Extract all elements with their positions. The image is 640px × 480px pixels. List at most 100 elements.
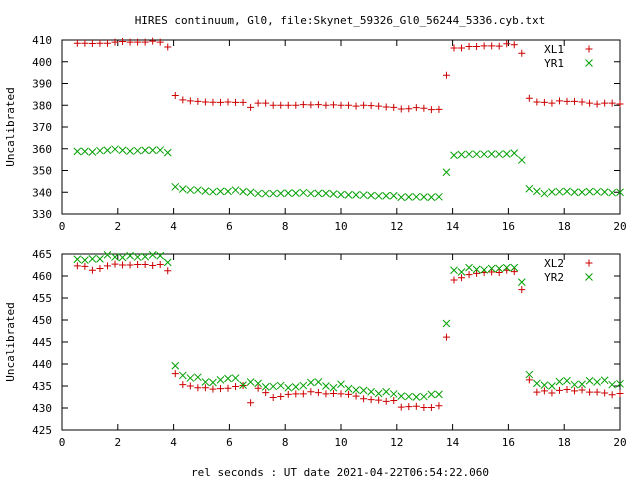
YR1-point-57: [502, 150, 511, 158]
XL1-point-27: [277, 101, 285, 109]
YR2-point-45: [412, 393, 421, 401]
XL1-point-43: [397, 105, 405, 113]
legend-label-XL2: XL2: [544, 257, 564, 270]
y-tick-label: 340: [32, 186, 52, 199]
XL2-point-28: [284, 390, 292, 398]
YR1-point-14: [178, 185, 187, 193]
XL1-point-46: [420, 104, 428, 112]
YR1-point-49: [442, 168, 451, 177]
x-tick-label: 20: [613, 220, 626, 233]
XL1-point-51: [458, 44, 466, 52]
XL2-point-19: [216, 385, 224, 393]
YR2-point-21: [231, 374, 240, 382]
XL2-point-62: [540, 387, 548, 395]
YR2-point-14: [178, 371, 187, 380]
XL1-point-18: [209, 98, 217, 106]
YR2-point-7: [126, 251, 134, 260]
XL2-point-45: [412, 402, 420, 410]
YR2-point-69: [593, 378, 601, 386]
YR2-point-59: [517, 278, 526, 287]
series-XL2: [73, 260, 624, 412]
YR1-point-37: [352, 191, 360, 199]
XL1-point-23: [247, 103, 255, 111]
YR1-point-19: [216, 187, 225, 196]
y-tick-label: 360: [32, 143, 52, 156]
y-tick-label: 435: [32, 380, 52, 393]
YR2-point-68: [585, 376, 594, 385]
XL2-point-2: [88, 266, 96, 274]
XL2-point-64: [555, 386, 563, 394]
XL2-point-33: [322, 390, 330, 398]
x-tick-label: 0: [59, 436, 66, 449]
x-tick-label: 12: [390, 436, 403, 449]
XL1-point-56: [495, 42, 503, 50]
YR1-point-23: [246, 188, 255, 197]
XL1-point-71: [608, 99, 616, 107]
YR2-point-33: [322, 382, 330, 390]
XL2-point-43: [397, 403, 405, 411]
YR1-point-22: [239, 187, 247, 196]
XL1-point-19: [216, 98, 224, 106]
YR1-point-42: [389, 191, 398, 200]
YR1-point-8: [133, 146, 142, 155]
YR1-point-39: [367, 191, 375, 200]
YR1-point-43: [397, 193, 406, 202]
XL2-point-13: [171, 370, 179, 378]
x-tick-label: 18: [558, 220, 571, 233]
XL1-point-14: [179, 96, 187, 104]
XL1-point-45: [412, 104, 420, 112]
XL1-point-26: [269, 101, 277, 109]
YR1-point-24: [254, 189, 262, 198]
YR2-point-53: [472, 265, 481, 274]
YR1-point-29: [291, 189, 300, 197]
YR1-point-25: [261, 189, 270, 198]
y-tick-label: 380: [32, 99, 52, 112]
XL2-point-72: [616, 389, 624, 397]
XL2-point-17: [201, 384, 209, 392]
YR2-point-38: [359, 386, 368, 395]
YR1-point-1: [81, 147, 89, 156]
XL1-point-65: [563, 97, 571, 105]
XL2-point-32: [314, 389, 322, 397]
XL1-point-48: [435, 105, 443, 113]
XL2-point-63: [548, 389, 556, 397]
YR2-point-70: [600, 376, 609, 385]
YR1-point-5: [111, 145, 119, 154]
YR2-point-4: [103, 251, 112, 259]
YR2-point-46: [420, 392, 428, 401]
y-tick-label: 430: [32, 402, 52, 415]
XL1-point-63: [548, 99, 556, 107]
y-tick-label: 350: [32, 165, 52, 178]
YR1-point-9: [141, 146, 149, 155]
XL1-point-25: [262, 99, 270, 107]
YR2-point-17: [201, 378, 210, 386]
YR1-point-40: [374, 192, 383, 200]
x-tick-label: 10: [334, 220, 347, 233]
y-tick-label: 410: [32, 34, 52, 47]
x-tick-label: 6: [226, 220, 233, 233]
x-tick-label: 2: [114, 220, 121, 233]
XL1-point-6: [119, 38, 127, 46]
YR2-point-39: [367, 387, 375, 396]
XL1-point-32: [314, 101, 322, 109]
YR1-point-59: [517, 156, 526, 164]
YR2-point-10: [148, 251, 157, 259]
YR1-point-35: [337, 190, 345, 199]
XL1-point-49: [442, 71, 450, 79]
XL2-point-7: [126, 261, 134, 269]
YR2-point-41: [382, 387, 391, 396]
YR1-point-72: [616, 188, 624, 197]
YR2-point-34: [329, 383, 338, 392]
YR1-point-47: [427, 193, 436, 202]
YR1-point-7: [126, 147, 134, 155]
XL2-point-67: [578, 386, 586, 394]
YR2-point-26: [269, 382, 278, 391]
XL2-point-11: [156, 261, 164, 269]
XL1-point-1: [81, 39, 89, 47]
YR2-point-19: [216, 375, 225, 384]
x-tick-label: 20: [613, 436, 626, 449]
YR1-point-56: [495, 150, 504, 159]
YR2-point-62: [540, 381, 549, 389]
XL1-point-0: [73, 39, 81, 47]
XL2-point-5: [111, 260, 119, 268]
